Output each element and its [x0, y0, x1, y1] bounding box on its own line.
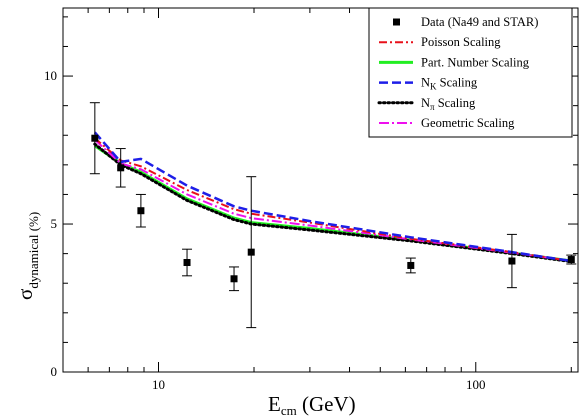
y-tick-label: 10: [44, 68, 57, 83]
legend-label: Data (Na49 and STAR): [421, 15, 538, 29]
legend-label-sub: K: [430, 82, 437, 92]
legend-item-poisson: Poisson Scaling: [379, 35, 501, 49]
legend: Data (Na49 and STAR) Poisson Scaling Part.…: [368, 7, 573, 138]
legend-item-npi: Nπ Scaling: [377, 96, 476, 112]
legend-label-main: Geometric Scaling: [421, 116, 515, 130]
legend-label-main: Data (Na49 and STAR): [421, 15, 538, 29]
data-point: [183, 259, 191, 267]
legend-label: NK Scaling: [421, 76, 478, 92]
legend-label: Poisson Scaling: [421, 35, 501, 49]
x-tick-label: 10: [152, 377, 165, 392]
plot-frame: [62, 7, 579, 373]
data-point: [508, 257, 516, 265]
y-tick-label: 5: [51, 216, 58, 231]
legend-item-nk: NK Scaling: [379, 76, 478, 92]
data-point: [117, 164, 125, 172]
x-tick-label: 100: [466, 377, 486, 392]
series-line-nk: [93, 131, 572, 263]
data-point: [137, 207, 145, 215]
legend-item-partnumber: Part. Number Scaling: [379, 55, 530, 69]
legend-label-sub: π: [430, 102, 435, 112]
legend-item-geometric: Geometric Scaling: [379, 116, 515, 130]
data-points: [89, 102, 577, 329]
legend-marker: [393, 18, 400, 26]
legend-entries: Data (Na49 and STAR) Poisson Scaling Part.…: [377, 15, 538, 130]
legend-label: Part. Number Scaling: [421, 55, 530, 69]
data-point: [247, 248, 255, 256]
x-axis-title-main: E: [268, 392, 281, 416]
series-line-geometric: [94, 138, 572, 262]
legend-label-rest: Scaling: [435, 96, 476, 110]
series-line-npi: [93, 142, 573, 264]
legend-label-main: Poisson Scaling: [421, 35, 501, 49]
data-point: [567, 256, 575, 264]
y-axis-title-main: σ: [13, 289, 37, 300]
legend-label-main: Part. Number Scaling: [421, 55, 530, 69]
x-axis-title-sub: cm: [281, 403, 297, 418]
legend-label: Nπ Scaling: [421, 96, 476, 112]
series-line-poisson: [94, 137, 572, 262]
data-point: [230, 275, 238, 283]
x-axis-title-rest: (GeV): [297, 392, 356, 416]
y-axis-title: σdynamical (%): [13, 212, 41, 300]
x-axis-title: Ecm (GeV): [268, 392, 356, 418]
legend-label: Geometric Scaling: [421, 116, 515, 130]
legend-item-data: Data (Na49 and STAR): [393, 15, 538, 29]
series-layer: [93, 131, 573, 264]
legend-label-rest: Scaling: [437, 76, 478, 90]
data-point: [91, 134, 99, 142]
y-axis-title-sub: dynamical (%): [26, 212, 41, 289]
data-point: [407, 261, 415, 269]
y-tick-label: 0: [51, 364, 58, 379]
legend-label-main: N: [421, 96, 430, 110]
legend-box: [368, 7, 573, 138]
series-line-partnumber: [93, 144, 572, 263]
legend-label-main: N: [421, 76, 430, 90]
